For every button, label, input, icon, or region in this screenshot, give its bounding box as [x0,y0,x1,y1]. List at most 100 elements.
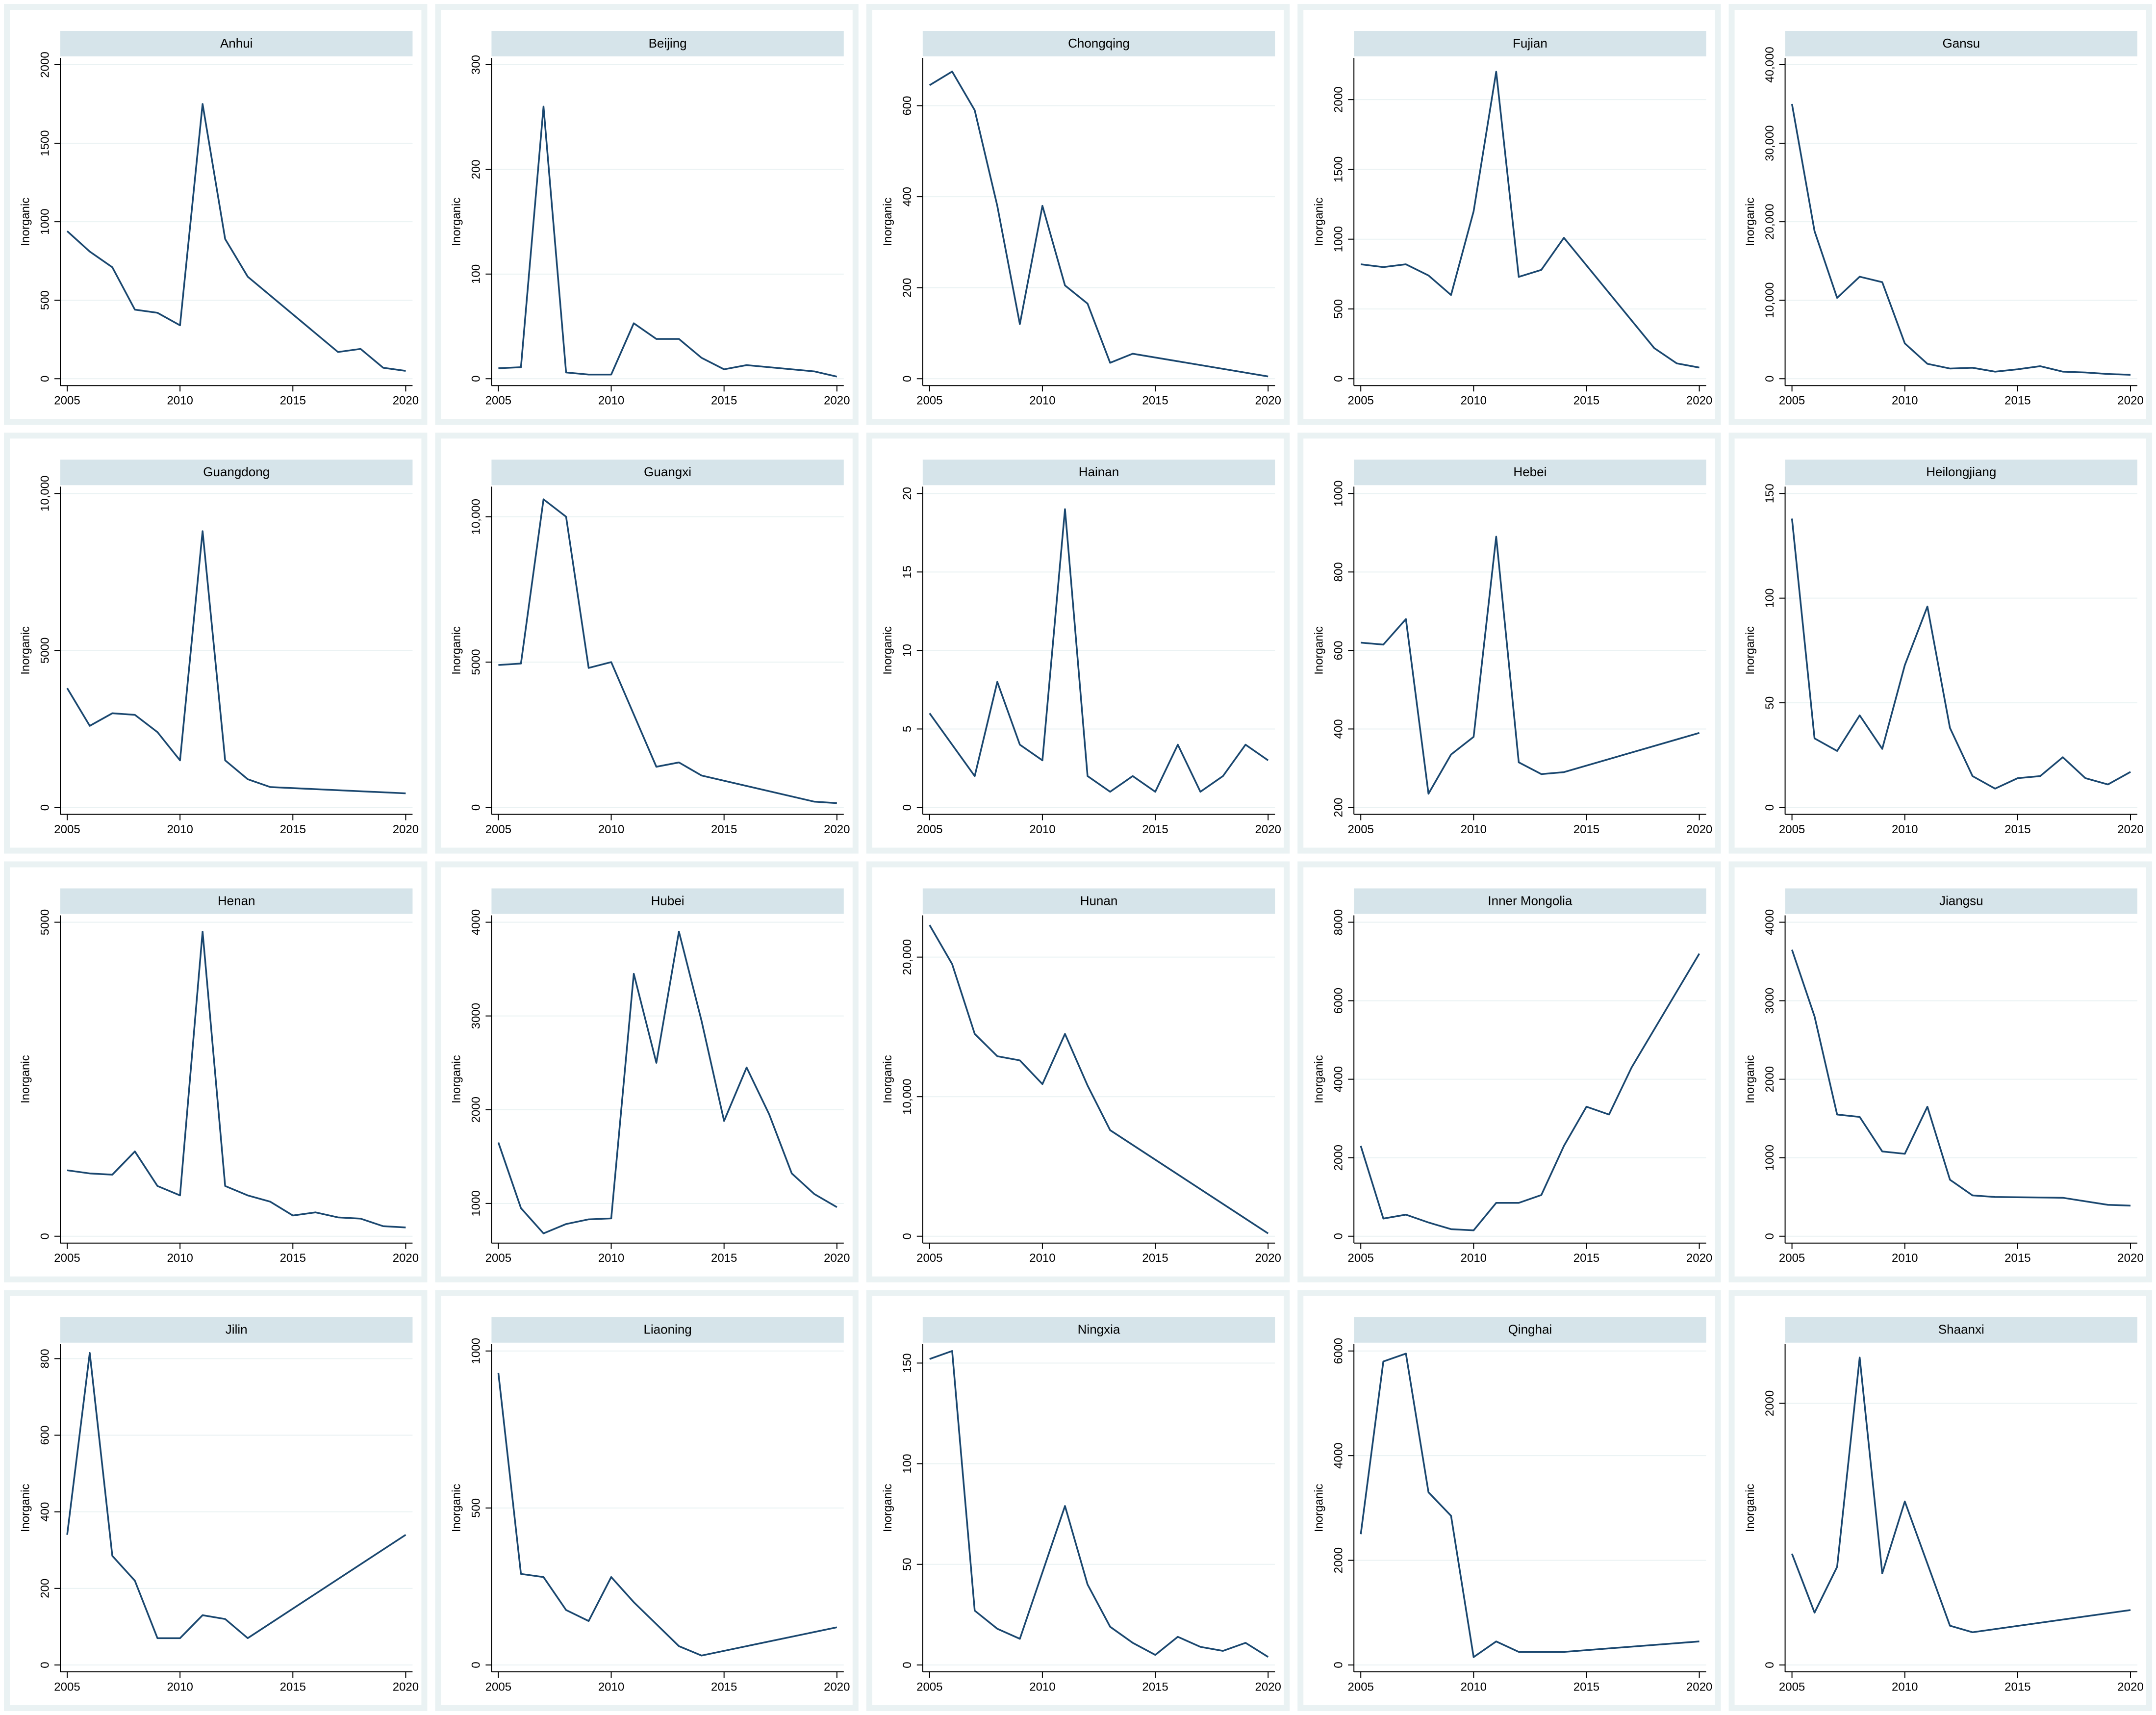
x-tick-label: 2020 [1255,1680,1281,1693]
y-axis-label: Inorganic [450,1484,463,1533]
x-tick-label: 2015 [1573,823,1599,836]
y-tick-label: 0 [901,804,914,811]
x-tick-label: 2015 [280,394,306,408]
panel [10,10,422,419]
data-line [66,530,406,794]
data-line [929,71,1268,378]
y-axis-label: Inorganic [450,626,463,675]
x-tick-label: 2010 [167,394,193,408]
x-tick-label: 2015 [1573,1252,1599,1265]
x-tick-label: 2020 [2117,823,2143,836]
y-tick-label: 0 [470,1662,483,1668]
title-strip [491,31,844,56]
x-tick-label: 2010 [1029,394,1055,408]
data-line [66,1352,406,1639]
x-tick-label: 2015 [1142,1252,1168,1265]
data-line [1361,536,1700,795]
y-tick-label: 1000 [470,1190,483,1216]
x-tick-label: 2020 [2117,1252,2143,1265]
x-tick-label: 2015 [2004,1252,2030,1265]
y-tick-label: 2000 [1763,1066,1776,1092]
x-tick-label: 2020 [1686,1252,1712,1265]
panel-title: Hubei [651,893,685,908]
data-line [1791,103,2131,376]
y-tick-label: 0 [901,1662,914,1668]
y-tick-label: 40,000 [1763,47,1776,82]
y-tick-label: 800 [38,1349,51,1368]
y-tick-label: 0 [38,1233,51,1239]
y-tick-label: 800 [1332,562,1345,582]
y-tick-label: 150 [1763,484,1776,503]
x-tick-label: 2005 [485,1252,511,1265]
y-tick-label: 5000 [470,649,483,675]
y-tick-label: 500 [38,290,51,310]
panel [1734,1296,2146,1705]
y-tick-label: 600 [901,96,914,115]
panel [872,1296,1284,1705]
x-tick-label: 2005 [916,823,942,836]
x-tick-label: 2015 [2004,394,2030,408]
y-tick-label: 4000 [1763,909,1776,935]
y-axis-label: Inorganic [1313,1055,1326,1103]
x-tick-label: 2005 [1348,823,1374,836]
y-tick-label: 1000 [38,208,51,234]
panel-title: Heilongjiang [1926,464,1996,479]
y-axis-label: Inorganic [1744,1055,1757,1103]
y-axis-label: Inorganic [19,1055,32,1103]
y-tick-label: 0 [38,804,51,811]
x-tick-label: 2010 [1029,823,1055,836]
x-tick-label: 2015 [711,1680,737,1693]
y-tick-label: 100 [1763,589,1776,608]
x-tick-label: 2020 [393,1252,419,1265]
y-tick-label: 50 [1763,696,1776,710]
y-axis-label: Inorganic [1744,198,1757,246]
data-line [67,930,406,1229]
title-strip [60,888,413,914]
y-tick-label: 6000 [1332,1338,1345,1364]
x-tick-label: 2010 [1461,1252,1487,1265]
y-axis-label: Inorganic [881,626,894,675]
y-tick-label: 400 [901,187,914,206]
y-tick-label: 0 [1332,1662,1345,1668]
data-line [1791,1357,2131,1634]
y-axis-label: Inorganic [1313,626,1326,675]
y-tick-label: 200 [1332,797,1345,817]
panel-title: Henan [218,893,255,908]
x-tick-label: 2015 [1573,1680,1599,1693]
panel-title: Jilin [226,1322,248,1337]
y-tick-label: 150 [901,1353,914,1373]
y-tick-label: 50 [901,1558,914,1571]
y-axis-label: Inorganic [881,1484,894,1533]
x-tick-label: 2010 [1461,823,1487,836]
x-tick-label: 2005 [1779,1680,1805,1693]
x-tick-label: 2020 [1255,394,1281,408]
y-tick-label: 0 [470,376,483,382]
y-tick-label: 0 [901,376,914,382]
title-strip [1354,31,1706,56]
y-tick-label: 20 [901,487,914,500]
y-tick-label: 3000 [1763,988,1776,1014]
data-line [929,1350,1269,1658]
x-tick-label: 2020 [2117,1680,2143,1693]
x-tick-label: 2010 [598,823,624,836]
title-strip [922,1317,1275,1343]
x-tick-label: 2020 [393,823,419,836]
x-tick-label: 2010 [598,1680,624,1693]
y-tick-label: 10,000 [470,499,483,535]
x-tick-label: 2020 [2117,394,2143,408]
y-tick-label: 100 [470,264,483,284]
x-tick-label: 2020 [824,823,850,836]
panel-title: Guangdong [203,464,270,479]
y-tick-label: 1000 [1332,226,1345,252]
x-tick-label: 2010 [1892,1252,1918,1265]
y-tick-label: 10,000 [38,476,51,512]
y-tick-label: 0 [901,1233,914,1239]
x-tick-label: 2005 [1348,1680,1374,1693]
panel [872,867,1284,1277]
x-tick-label: 2005 [916,394,942,408]
y-tick-label: 300 [470,55,483,75]
y-tick-label: 1000 [1332,481,1345,507]
data-line [1791,518,2131,790]
title-strip [922,31,1275,56]
x-tick-label: 2015 [2004,823,2030,836]
